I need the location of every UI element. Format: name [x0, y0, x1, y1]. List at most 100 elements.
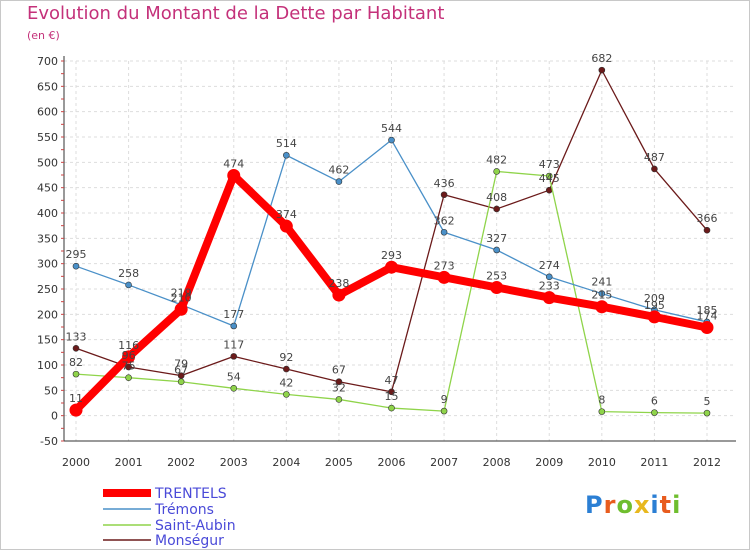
data-point [230, 353, 238, 360]
y-tick-label: 300 [37, 258, 58, 271]
data-label: 462 [328, 164, 349, 177]
legend-label: Saint-Aubin [155, 518, 236, 534]
data-label: 32 [332, 381, 346, 394]
data-label: 487 [644, 151, 665, 164]
data-label: 219 [171, 287, 192, 300]
data-point [125, 374, 132, 381]
data-point [177, 378, 185, 386]
data-point [440, 191, 448, 199]
x-tick-label: 2012 [693, 456, 721, 469]
data-point [493, 205, 500, 213]
x-tick-label: 2002 [167, 456, 195, 469]
y-tick-label: 700 [37, 55, 58, 68]
logo-letter: o [616, 491, 634, 519]
data-label: 96 [122, 349, 136, 362]
data-label: 258 [118, 267, 139, 280]
data-point [595, 300, 609, 314]
data-label: 362 [434, 214, 455, 227]
y-tick-label: 250 [37, 283, 58, 296]
data-label: 408 [486, 191, 507, 204]
data-label: 215 [591, 289, 612, 302]
data-label: 210 [171, 291, 192, 304]
data-point [703, 409, 711, 417]
data-point [122, 350, 136, 364]
y-tick-label: 450 [37, 182, 58, 195]
x-tick-label: 2003 [220, 456, 248, 469]
x-tick-label: 2005 [325, 456, 353, 469]
data-label: 682 [591, 52, 612, 65]
data-point [545, 172, 553, 180]
data-label: 15 [385, 390, 399, 403]
data-point [174, 302, 188, 316]
data-label: 293 [381, 249, 402, 262]
y-tick-label: 350 [37, 232, 58, 245]
data-label: 482 [486, 153, 507, 166]
chart-title: Evolution du Montant de la Dette par Hab… [27, 3, 445, 24]
data-point [230, 385, 238, 392]
data-label: 79 [174, 358, 188, 371]
data-label: 177 [223, 308, 244, 321]
data-label: 374 [276, 208, 297, 221]
x-tick-label: 2000 [62, 456, 90, 469]
data-point [335, 378, 343, 386]
x-tick-label: 2010 [588, 456, 616, 469]
data-label: 67 [174, 364, 188, 377]
data-point [493, 246, 500, 254]
data-label: 273 [434, 259, 455, 272]
data-point [388, 388, 395, 396]
data-label: 174 [697, 310, 718, 323]
data-point [279, 219, 293, 233]
data-label: 295 [66, 248, 87, 261]
x-tick-label: 2001 [115, 456, 143, 469]
data-label: 514 [276, 137, 297, 150]
data-label: 42 [279, 376, 293, 389]
data-label: 6 [651, 395, 658, 408]
data-point [647, 310, 661, 324]
data-point [230, 322, 238, 330]
data-point [388, 404, 395, 412]
data-point [227, 169, 241, 183]
legend-label: TRENTELS [154, 486, 227, 502]
x-tick-label: 2006 [378, 456, 406, 469]
y-tick-label: 50 [44, 384, 58, 397]
data-label: 82 [69, 356, 83, 369]
data-label: 195 [644, 299, 665, 312]
data-label: 133 [66, 330, 87, 343]
data-point [651, 165, 658, 173]
data-point [437, 270, 451, 284]
data-label: 474 [223, 158, 244, 171]
data-point [598, 290, 606, 297]
data-label: 11 [69, 392, 83, 405]
data-point [440, 407, 448, 415]
data-point [703, 226, 711, 234]
data-point [72, 262, 80, 270]
y-tick-label: 500 [37, 156, 58, 169]
logo-letter: r [603, 491, 617, 519]
y-tick-label: 550 [37, 131, 58, 144]
data-label: 185 [697, 304, 718, 317]
data-label: 436 [434, 177, 455, 190]
data-point [335, 396, 343, 403]
data-point [283, 151, 290, 159]
data-label: 445 [539, 172, 560, 185]
y-tick-label: 600 [37, 106, 58, 119]
data-label: 47 [385, 374, 399, 387]
data-point [388, 136, 395, 144]
y-tick-label: 650 [37, 80, 58, 93]
data-label: 366 [697, 212, 718, 225]
legend-label: Monségur [155, 533, 224, 549]
logo-letter: P [585, 491, 604, 519]
logo-letter: t [659, 491, 673, 519]
data-point [490, 280, 504, 294]
y-tick-label: 0 [51, 410, 58, 423]
data-point [125, 363, 132, 371]
data-label: 327 [486, 232, 507, 245]
data-label: 8 [598, 394, 605, 407]
data-label: 241 [591, 276, 612, 289]
data-point [598, 66, 606, 74]
legend-label: Trémons [154, 502, 214, 518]
chart-unit-label: (en €) [27, 29, 60, 42]
y-tick-label: 200 [37, 308, 58, 321]
logo-letter: i [672, 491, 682, 519]
